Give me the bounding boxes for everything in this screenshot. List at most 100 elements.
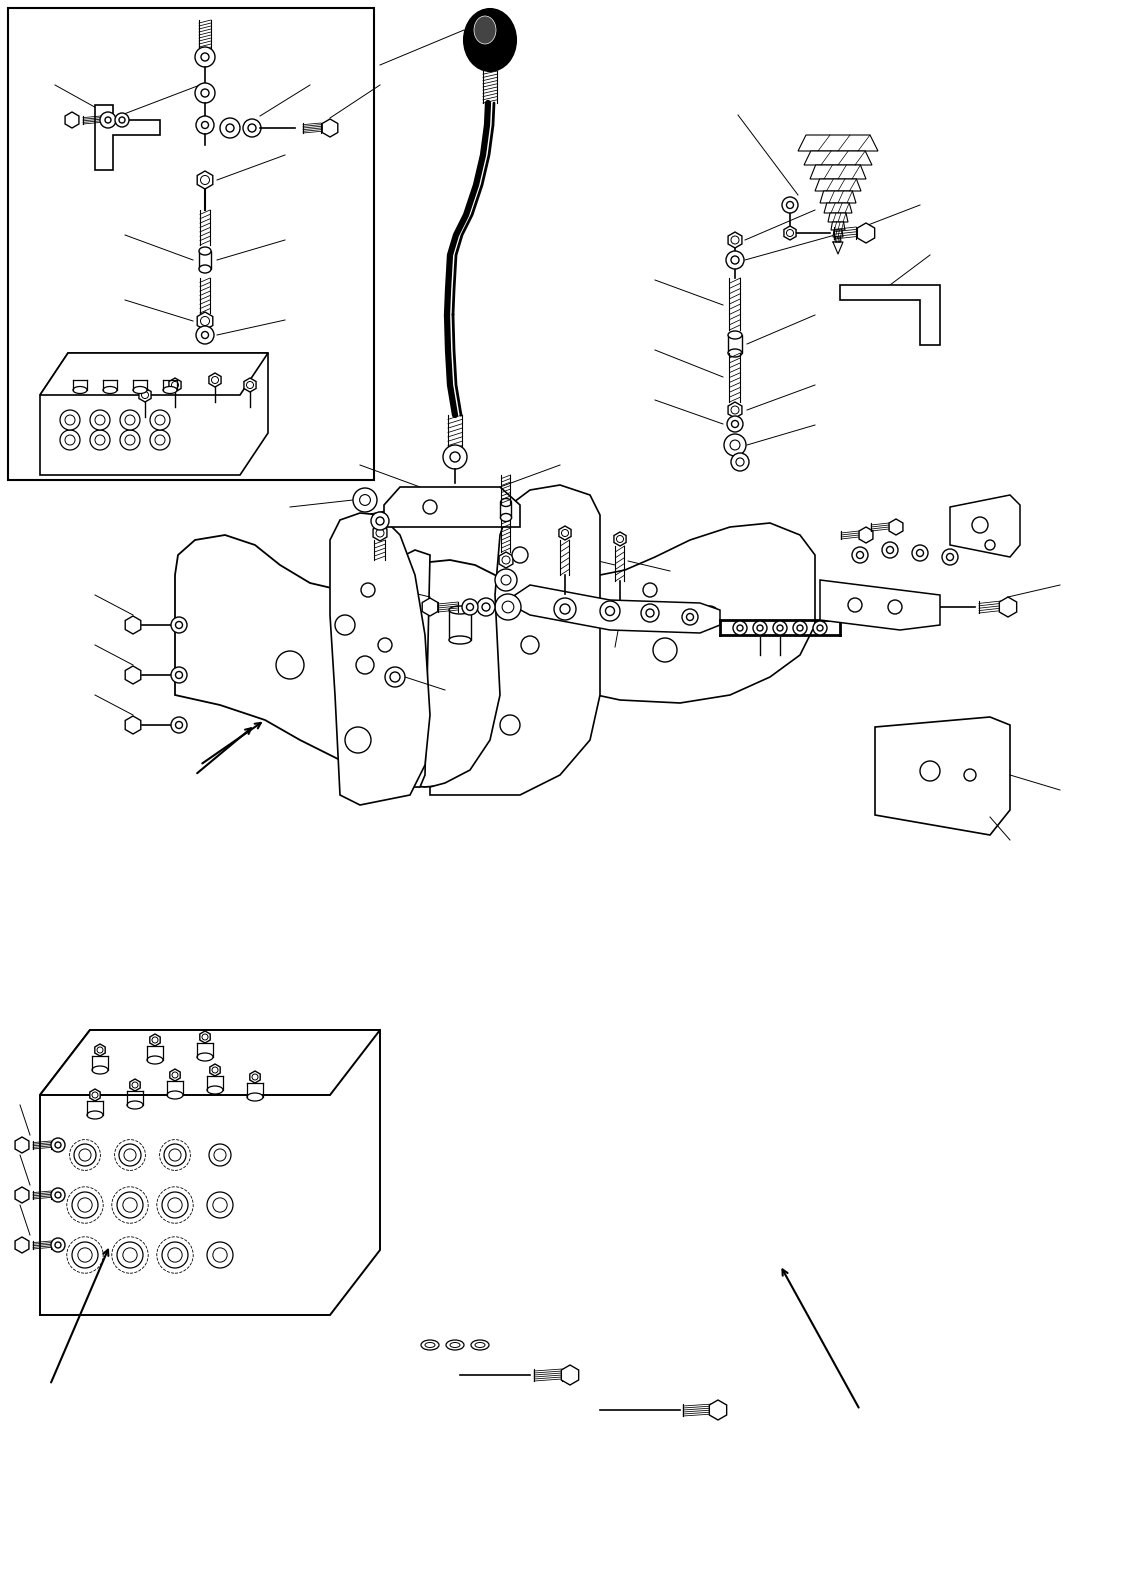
Polygon shape [40, 1030, 380, 1314]
Circle shape [554, 598, 576, 620]
Circle shape [79, 1148, 91, 1161]
Circle shape [247, 381, 254, 389]
Circle shape [201, 53, 209, 61]
Circle shape [732, 407, 739, 415]
Polygon shape [561, 1365, 579, 1384]
Circle shape [92, 1093, 98, 1097]
Polygon shape [499, 552, 513, 568]
Polygon shape [401, 550, 430, 786]
Ellipse shape [167, 1091, 183, 1099]
Circle shape [917, 550, 923, 557]
Circle shape [132, 1081, 138, 1088]
Circle shape [732, 257, 739, 265]
Circle shape [376, 530, 384, 538]
Ellipse shape [88, 1112, 103, 1120]
Circle shape [226, 124, 234, 132]
Circle shape [162, 1191, 188, 1219]
Polygon shape [40, 352, 268, 475]
Circle shape [141, 391, 148, 399]
Ellipse shape [92, 1065, 108, 1073]
Bar [199, 250, 211, 270]
Polygon shape [820, 191, 856, 203]
Circle shape [797, 625, 803, 632]
Polygon shape [126, 667, 140, 684]
Polygon shape [90, 1089, 100, 1101]
Circle shape [773, 620, 787, 635]
Circle shape [243, 120, 261, 137]
Circle shape [172, 381, 178, 389]
Polygon shape [40, 352, 268, 396]
Circle shape [643, 584, 657, 597]
Ellipse shape [450, 1343, 460, 1348]
Circle shape [90, 410, 110, 431]
Polygon shape [515, 585, 720, 633]
Circle shape [90, 431, 110, 450]
Circle shape [114, 1139, 146, 1171]
Circle shape [196, 116, 214, 134]
Polygon shape [40, 1030, 380, 1096]
Circle shape [732, 236, 739, 244]
Polygon shape [150, 1034, 160, 1046]
Circle shape [155, 435, 165, 445]
Circle shape [560, 605, 570, 614]
Circle shape [201, 175, 210, 185]
Circle shape [77, 1247, 92, 1262]
Circle shape [201, 316, 210, 325]
Ellipse shape [425, 1343, 435, 1348]
Circle shape [912, 545, 928, 561]
Circle shape [726, 250, 744, 270]
Circle shape [214, 1148, 226, 1161]
Ellipse shape [465, 10, 516, 72]
Circle shape [888, 600, 902, 614]
Circle shape [646, 609, 654, 617]
Polygon shape [831, 222, 845, 230]
Circle shape [55, 1191, 61, 1198]
Polygon shape [859, 526, 873, 542]
Circle shape [202, 332, 209, 338]
Circle shape [206, 1243, 233, 1268]
Polygon shape [535, 523, 815, 703]
Circle shape [521, 636, 539, 654]
Circle shape [248, 124, 256, 132]
Circle shape [856, 552, 864, 558]
Circle shape [120, 431, 140, 450]
Polygon shape [709, 1400, 727, 1420]
Circle shape [737, 625, 743, 632]
Circle shape [209, 1144, 231, 1166]
Circle shape [150, 431, 171, 450]
Polygon shape [200, 1030, 210, 1043]
Circle shape [95, 435, 105, 445]
Ellipse shape [103, 386, 117, 394]
Circle shape [378, 638, 392, 652]
Circle shape [123, 1148, 136, 1161]
Circle shape [335, 616, 355, 635]
Circle shape [50, 1238, 65, 1252]
Circle shape [886, 547, 893, 553]
Circle shape [727, 416, 743, 432]
Circle shape [169, 1148, 181, 1161]
Circle shape [150, 410, 171, 431]
Polygon shape [15, 1187, 29, 1203]
Ellipse shape [147, 1056, 163, 1064]
Ellipse shape [421, 1340, 439, 1349]
Circle shape [157, 1187, 193, 1223]
Polygon shape [94, 1045, 105, 1056]
Ellipse shape [475, 1343, 485, 1348]
Circle shape [353, 488, 377, 512]
Circle shape [65, 435, 75, 445]
Circle shape [477, 598, 495, 616]
Circle shape [276, 651, 304, 679]
Polygon shape [139, 388, 151, 402]
Circle shape [787, 230, 793, 236]
Circle shape [212, 1067, 218, 1073]
Circle shape [495, 569, 517, 592]
Bar [500, 502, 512, 517]
Circle shape [95, 415, 105, 424]
Circle shape [972, 517, 988, 533]
Circle shape [778, 625, 783, 632]
Circle shape [175, 671, 183, 678]
Circle shape [732, 453, 749, 471]
Polygon shape [169, 378, 181, 392]
Circle shape [495, 593, 521, 620]
Circle shape [376, 517, 384, 525]
